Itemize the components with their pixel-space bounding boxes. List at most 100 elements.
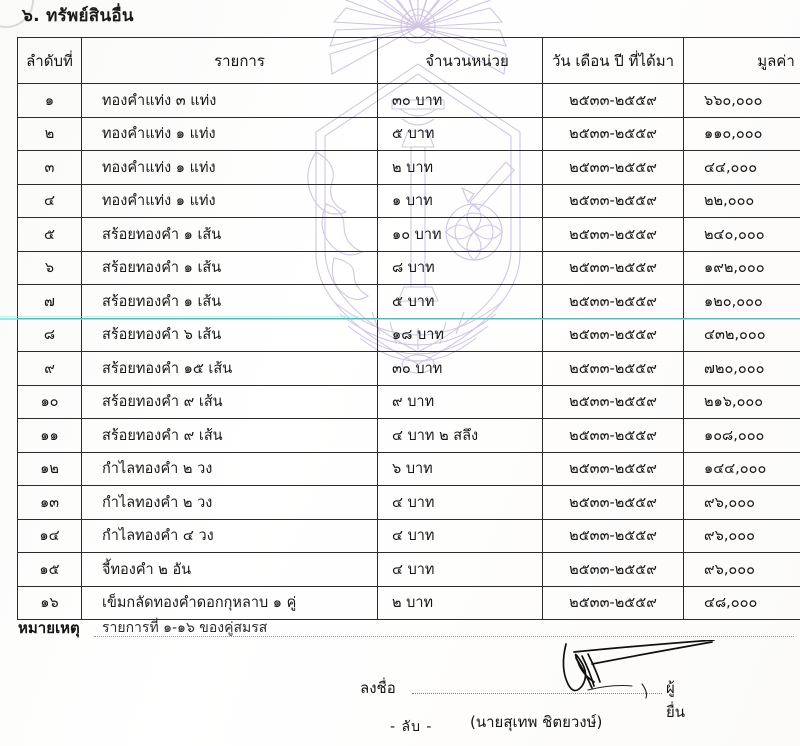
- cell-description: จี้ทองคำ ๒ อัน: [81, 552, 378, 587]
- cell-no: ๕: [17, 217, 82, 252]
- cell-quantity: ๒ บาท: [377, 585, 543, 620]
- cell-description: สร้อยทองคำ ๑๕ เส้น: [81, 351, 378, 386]
- cell-description: สร้อยทองคำ ๑ เส้น: [81, 284, 378, 319]
- cell-description: สร้อยทองคำ ๑ เส้น: [81, 217, 378, 252]
- page-title: ๖. ทรัพย์สินอื่น: [22, 6, 134, 26]
- signature-role: ผู้ยื่น: [666, 679, 686, 721]
- cell-quantity: ๔ บาท: [377, 485, 543, 520]
- cell-no: ๑๓: [17, 485, 82, 520]
- table-row: ๘สร้อยทองคำ ๖ เส้น ๑๘ บาท ๒๕๓๓-๒๕๕๙ ๔๓๒,๐๐๐: [17, 317, 800, 352]
- table-row: ๑๑ สร้อยทองคำ ๙ เส้น๔ บาท ๒ สลึง ๒๕๓๓-๒๕๕๙…: [17, 418, 800, 453]
- cell-value: ๑๙๒,๐๐๐: [683, 250, 800, 285]
- cell-description: กำไลทองคำ ๒ วง: [81, 451, 378, 486]
- cell-no: ๒: [17, 116, 82, 151]
- column-header-date: วัน เดือน ปี ที่ได้มา: [542, 37, 684, 84]
- cell-quantity: ๒ บาท: [377, 150, 543, 185]
- cell-no: ๘: [17, 317, 82, 352]
- table-row: ๓ทองคำแท่ง ๑ แท่ง๒ บาท ๒๕๓๓-๒๕๕๙ ๔๔,๐๐๐: [17, 150, 800, 185]
- cell-date: ๒๕๓๓-๒๕๕๙: [542, 384, 684, 419]
- cell-description: สร้อยทองคำ ๑ เส้น: [81, 250, 378, 285]
- cell-value: ๔๓๒,๐๐๐: [683, 317, 800, 352]
- cell-no: ๑๕: [17, 552, 82, 587]
- table-row: ๑ทองคำแท่ง ๓ แท่ง ๓๐ บาท ๒๕๓๓-๒๕๕๙ ๖๖๐,๐๐๐: [17, 83, 800, 118]
- cell-no: ๑๐: [17, 384, 82, 419]
- cell-quantity: ๔ บาท: [377, 518, 543, 553]
- cell-no: ๗: [17, 284, 82, 319]
- cell-date: ๒๕๓๓-๒๕๕๙: [542, 150, 684, 185]
- column-header-quantity: จำนวนหน่วย: [377, 37, 543, 84]
- cell-date: ๒๕๓๓-๒๕๕๙: [542, 552, 684, 587]
- cell-no: ๑: [17, 83, 82, 118]
- cell-no: ๑๖: [17, 585, 82, 620]
- note-value: รายการที่ ๑-๑๖ ของคู่สมรส: [102, 620, 268, 636]
- table-row: ๑๔ กำไลทองคำ ๔ วง๔ บาท ๒๕๓๓-๒๕๕๙ ๙๖,๐๐๐: [17, 518, 800, 553]
- cell-value: ๙๖,๐๐๐: [683, 552, 800, 587]
- cell-no: ๓: [17, 150, 82, 185]
- cell-no: ๑๔: [17, 518, 82, 553]
- cell-description: สร้อยทองคำ ๙ เส้น: [81, 384, 378, 419]
- cell-quantity: ๕ บาท: [377, 116, 543, 151]
- cell-value: ๖๖๐,๐๐๐: [683, 83, 800, 118]
- cell-no: ๑๑: [17, 418, 82, 453]
- table-row: ๑๖ เข็มกลัดทองคำดอกกุหลาบ ๑ คู่๒ บาท ๒๕๓๓-…: [17, 585, 800, 620]
- cell-date: ๒๕๓๓-๒๕๕๙: [542, 351, 684, 386]
- note-label: หมายเหตุ: [18, 619, 80, 637]
- cell-description: สร้อยทองคำ ๖ เส้น: [81, 317, 378, 352]
- cell-value: ๒๔๐,๐๐๐: [683, 217, 800, 252]
- table-row: ๖สร้อยทองคำ ๑ เส้น๘ บาท ๒๕๓๓-๒๕๕๙ ๑๙๒,๐๐๐: [17, 250, 800, 285]
- cell-value: ๙๖,๐๐๐: [683, 518, 800, 553]
- table-header-row: ลำดับที่ รายการ จำนวนหน่วย วัน เดือน ปี …: [17, 37, 800, 84]
- cell-description: ทองคำแท่ง ๑ แท่ง: [81, 116, 378, 151]
- cell-description: ทองคำแท่ง ๑ แท่ง: [81, 150, 378, 185]
- cell-quantity: ๑๘ บาท: [377, 317, 543, 352]
- table-row: ๒ทองคำแท่ง ๑ แท่ง๕ บาท ๒๕๓๓-๒๕๕๙ ๑๑๐,๐๐๐: [17, 116, 800, 151]
- cell-description: กำไลทองคำ ๒ วง: [81, 485, 378, 520]
- note-dotted-rule: [94, 636, 794, 637]
- note-section: หมายเหตุ รายการที่ ๑-๑๖ ของคู่สมรส: [18, 616, 794, 638]
- cell-no: ๖: [17, 250, 82, 285]
- cell-date: ๒๕๓๓-๒๕๕๙: [542, 451, 684, 486]
- signature-block: ลงชื่อ ผู้ยื่น: [360, 676, 690, 721]
- cell-date: ๒๕๓๓-๒๕๕๙: [542, 83, 684, 118]
- cell-value: ๑๔๔,๐๐๐: [683, 451, 800, 486]
- cell-quantity: ๔ บาท: [377, 552, 543, 587]
- table-row: ๔ทองคำแท่ง ๑ แท่ง๑ บาท ๒๕๓๓-๒๕๕๙ ๒๒,๐๐๐: [17, 183, 800, 218]
- cell-quantity: ๖ บาท: [377, 451, 543, 486]
- cell-description: เข็มกลัดทองคำดอกกุหลาบ ๑ คู่: [81, 585, 378, 620]
- table-row: ๑๕ จี้ทองคำ ๒ อัน๔ บาท ๒๕๓๓-๒๕๕๙ ๙๖,๐๐๐: [17, 552, 800, 587]
- cell-no: ๙: [17, 351, 82, 386]
- cell-quantity: ๕ บาท: [377, 284, 543, 319]
- cell-quantity: ๙ บาท: [377, 384, 543, 419]
- cell-value: ๒๑๖,๐๐๐: [683, 384, 800, 419]
- signature-label: ลงชื่อ: [360, 679, 396, 697]
- cell-date: ๒๕๓๓-๒๕๕๙: [542, 250, 684, 285]
- cell-date: ๒๕๓๓-๒๕๕๙: [542, 116, 684, 151]
- column-header-value: มูลค่า: [683, 37, 800, 84]
- cell-no: ๑๒: [17, 451, 82, 486]
- cell-value: ๔๔,๐๐๐: [683, 150, 800, 185]
- cell-description: สร้อยทองคำ ๙ เส้น: [81, 418, 378, 453]
- cell-quantity: ๓๐ บาท: [377, 351, 543, 386]
- cell-quantity: ๔ บาท ๒ สลึง: [377, 418, 543, 453]
- cell-date: ๒๕๓๓-๒๕๕๙: [542, 518, 684, 553]
- cell-description: กำไลทองคำ ๔ วง: [81, 518, 378, 553]
- table-body: ๑ทองคำแท่ง ๓ แท่ง ๓๐ บาท ๒๕๓๓-๒๕๕๙ ๖๖๐,๐๐๐๒…: [17, 83, 800, 620]
- cell-no: ๔: [17, 183, 82, 218]
- cell-date: ๒๕๓๓-๒๕๕๙: [542, 418, 684, 453]
- table-row: ๙สร้อยทองคำ ๑๕ เส้น ๓๐ บาท ๒๕๓๓-๒๕๕๙ ๗๒๐,๐๐…: [17, 351, 800, 386]
- cell-value: ๑๑๐,๐๐๐: [683, 116, 800, 151]
- cell-value: ๗๒๐,๐๐๐: [683, 351, 800, 386]
- cell-quantity: ๑๐ บาท: [377, 217, 543, 252]
- classification-marking: - ลับ -: [390, 719, 433, 735]
- table-row: ๕สร้อยทองคำ ๑ เส้น ๑๐ บาท ๒๕๓๓-๒๕๕๙ ๒๔๐,๐๐๐: [17, 217, 800, 252]
- signatory-name: (นายสุเทพ ชิตยวงษ์): [470, 713, 603, 731]
- cell-date: ๒๕๓๓-๒๕๕๙: [542, 585, 684, 620]
- cell-value: ๑๐๘,๐๐๐: [683, 418, 800, 453]
- cell-quantity: ๘ บาท: [377, 250, 543, 285]
- cell-description: ทองคำแท่ง ๑ แท่ง: [81, 183, 378, 218]
- cell-value: ๔๘,๐๐๐: [683, 585, 800, 620]
- cell-date: ๒๕๓๓-๒๕๕๙: [542, 217, 684, 252]
- cell-value: ๑๒๐,๐๐๐: [683, 284, 800, 319]
- column-header-no: ลำดับที่: [17, 37, 82, 84]
